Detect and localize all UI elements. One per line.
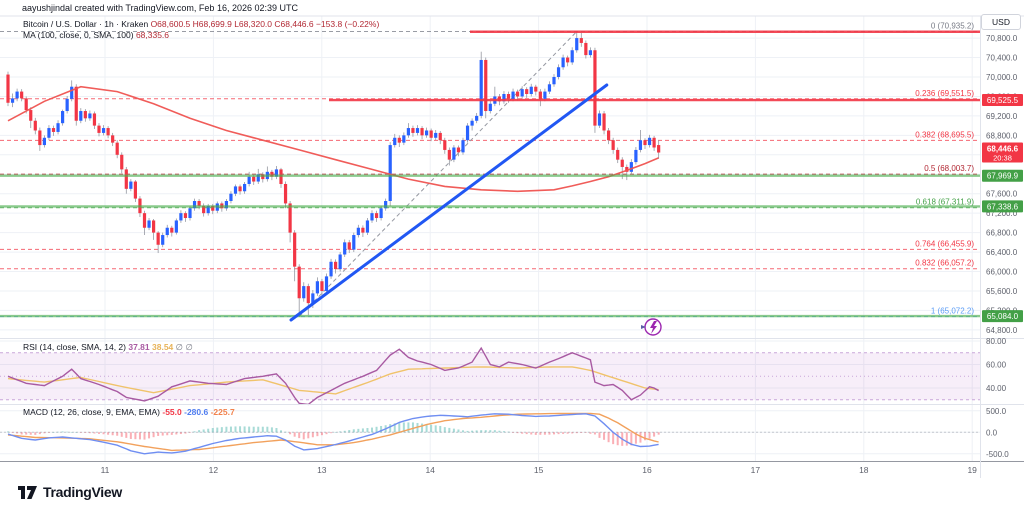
bar-countdown: 20:38 — [993, 154, 1012, 163]
ma-legend[interactable]: MA (100, close, 0, SMA, 100) 68,335.6 — [23, 30, 169, 40]
symbol-title: Bitcoin / U.S. Dollar · 1h · Kraken — [23, 19, 149, 29]
currency-toggle[interactable]: USD — [981, 14, 1021, 30]
rsi-extra-values: ∅ ∅ — [175, 342, 193, 352]
macd-legend[interactable]: MACD (12, 26, close, 9, EMA, EMA) -55.0 … — [23, 407, 235, 417]
macd-hist-value: -55.0 — [162, 407, 182, 417]
fib-level-label: 0.764 (66,455.9) — [915, 239, 974, 248]
time-axis-label: 12 — [209, 465, 219, 475]
macd-label: MACD (12, 26, close, 9, EMA, EMA) — [23, 407, 160, 417]
support-trendline — [289, 83, 609, 322]
rsi-axis-tick: 40.00 — [986, 384, 1007, 393]
rsi-band — [0, 352, 980, 400]
price-axis-tick: 66,800.0 — [986, 229, 1018, 238]
support-price-label — [982, 200, 1023, 213]
tradingview-logo-icon — [18, 486, 37, 499]
fib-level-label: 1 (65,072.2) — [931, 307, 974, 316]
rsi-value: 37.81 — [128, 342, 150, 352]
macd-signal-value: -225.7 — [210, 407, 235, 417]
support-price-label — [982, 169, 1023, 182]
candlestick-series — [6, 31, 661, 317]
tradingview-logo[interactable]: TradingView — [18, 484, 122, 500]
last-price-text: 68,446.6 — [987, 145, 1019, 154]
price-axis-tick: 69,200.0 — [986, 112, 1018, 121]
ma-label: MA (100, close, 0, SMA, 100) — [23, 30, 134, 40]
rsi-axis-tick: 80.00 — [986, 337, 1007, 346]
time-axis-label: 11 — [101, 465, 110, 475]
resistance-price-label — [982, 94, 1023, 107]
price-axis-tick: 70,000.0 — [986, 73, 1018, 82]
tradingview-wordmark: TradingView — [43, 484, 122, 500]
fib-level-label: 0.618 (67,311.9) — [916, 198, 974, 207]
rsi-axis-tick: 60.00 — [986, 361, 1007, 370]
rsi-ma-value: 38.54 — [152, 342, 174, 352]
price-axis-tick: 65,600.0 — [986, 287, 1018, 296]
time-axis-label: 16 — [642, 465, 652, 475]
time-axis-label: 19 — [967, 465, 977, 475]
rsi-ma-line — [7, 366, 659, 395]
price-axis-tick: 66,000.0 — [986, 268, 1018, 277]
ma100-line — [7, 85, 659, 193]
ohlc-values: O68,600.5 H68,699.9 L68,320.0 C68,446.6 … — [150, 19, 380, 29]
ma-value: 68,335.6 — [135, 30, 170, 40]
support-price-label-text: 67,338.6 — [987, 202, 1019, 211]
price-axis-tick: 67,200.0 — [986, 209, 1018, 218]
rsi-legend[interactable]: RSI (14, close, SMA, 14, 2) 37.81 38.54 … — [23, 342, 193, 353]
time-axis-label: 15 — [534, 465, 544, 475]
attribution-text: aayushjindal created with TradingView.co… — [22, 3, 298, 13]
fib-level-label: 0.236 (69,551.5) — [915, 89, 974, 98]
time-axis-label: 13 — [317, 465, 327, 475]
time-axis-label: 18 — [859, 465, 869, 475]
support-price-label — [982, 310, 1023, 323]
last-price-label — [982, 142, 1023, 163]
resistance-price-label-text: 69,525.5 — [987, 96, 1019, 105]
price-axis-tick: 67,600.0 — [986, 190, 1018, 199]
macd-axis-tick: 500.0 — [986, 407, 1007, 416]
time-axis-label: 14 — [425, 465, 435, 475]
price-axis-tick: 70,800.0 — [986, 34, 1018, 43]
price-axis-tick: 70,400.0 — [986, 54, 1018, 63]
fib-level-label: 0.832 (66,057.2) — [915, 259, 974, 268]
rsi-label: RSI (14, close, SMA, 14, 2) — [23, 342, 126, 352]
support-price-label-text: 67,969.9 — [987, 172, 1019, 181]
fib-level-label: 0 (70,935.2) — [931, 22, 974, 31]
macd-axis-tick: -500.0 — [986, 450, 1009, 459]
fib-level-label: 0.5 (68,003.7) — [924, 164, 974, 173]
price-axis-tick: 64,800.0 — [986, 326, 1018, 335]
macd-line — [7, 413, 659, 455]
drawing-tool-marker — [641, 318, 662, 336]
macd-axis-tick: 0.0 — [986, 428, 998, 437]
fib-base-trendline — [298, 31, 578, 317]
macd-value: -280.6 — [184, 407, 209, 417]
time-axis-label: 17 — [751, 465, 761, 475]
price-axis-tick: 68,800.0 — [986, 131, 1018, 140]
support-price-label-text: 65,084.0 — [987, 312, 1019, 321]
symbol-legend[interactable]: Bitcoin / U.S. Dollar · 1h · Kraken O68,… — [23, 19, 379, 29]
fib-level-label: 0.382 (68,695.5) — [915, 130, 974, 139]
price-axis-tick: 66,400.0 — [986, 248, 1018, 257]
rsi-line — [7, 346, 659, 406]
